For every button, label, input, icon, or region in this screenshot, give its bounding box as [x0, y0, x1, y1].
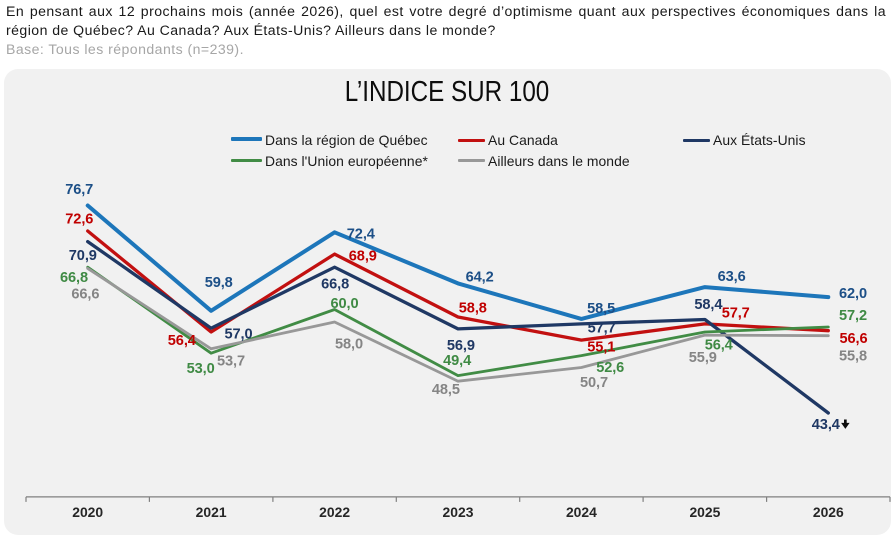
svg-text:2026: 2026 [813, 504, 844, 520]
svg-text:2020: 2020 [72, 504, 103, 520]
svg-text:57,7: 57,7 [588, 321, 616, 337]
svg-text:56,9: 56,9 [447, 338, 475, 354]
svg-text:58,5: 58,5 [587, 301, 615, 317]
svg-text:53,7: 53,7 [217, 354, 245, 370]
svg-text:2024: 2024 [566, 504, 597, 520]
svg-text:70,9: 70,9 [69, 248, 97, 264]
svg-text:48,5: 48,5 [432, 382, 460, 398]
svg-text:55,1: 55,1 [587, 340, 615, 356]
svg-text:66,8: 66,8 [321, 276, 349, 292]
svg-text:56,4: 56,4 [168, 333, 197, 349]
svg-text:58,4: 58,4 [694, 297, 723, 313]
svg-text:60,0: 60,0 [330, 296, 358, 312]
svg-text:43,4: 43,4 [812, 417, 841, 433]
svg-text:2021: 2021 [196, 504, 227, 520]
svg-text:57,0: 57,0 [224, 327, 252, 343]
svg-text:57,2: 57,2 [839, 308, 867, 324]
svg-text:72,4: 72,4 [347, 226, 376, 242]
svg-text:2025: 2025 [689, 504, 720, 520]
svg-text:66,8: 66,8 [60, 270, 88, 286]
svg-text:59,8: 59,8 [205, 275, 233, 291]
svg-text:2023: 2023 [443, 504, 474, 520]
svg-text:57,7: 57,7 [722, 306, 750, 322]
svg-text:56,6: 56,6 [839, 331, 867, 347]
svg-text:62,0: 62,0 [839, 286, 867, 302]
svg-text:50,7: 50,7 [580, 375, 608, 391]
svg-text:58,0: 58,0 [335, 337, 363, 353]
svg-text:76,7: 76,7 [65, 182, 93, 198]
svg-text:66,6: 66,6 [71, 286, 99, 302]
svg-text:58,8: 58,8 [459, 301, 487, 317]
svg-text:68,9: 68,9 [349, 249, 377, 265]
svg-text:63,6: 63,6 [718, 269, 746, 285]
svg-text:2022: 2022 [319, 504, 350, 520]
svg-text:52,6: 52,6 [596, 360, 624, 376]
svg-text:64,2: 64,2 [466, 269, 494, 285]
svg-text:53,0: 53,0 [187, 361, 215, 377]
svg-text:55,8: 55,8 [839, 348, 867, 364]
svg-text:72,6: 72,6 [65, 212, 93, 228]
svg-text:55,9: 55,9 [689, 350, 717, 366]
svg-text:49,4: 49,4 [443, 353, 472, 369]
svg-text:56,4: 56,4 [705, 338, 734, 354]
